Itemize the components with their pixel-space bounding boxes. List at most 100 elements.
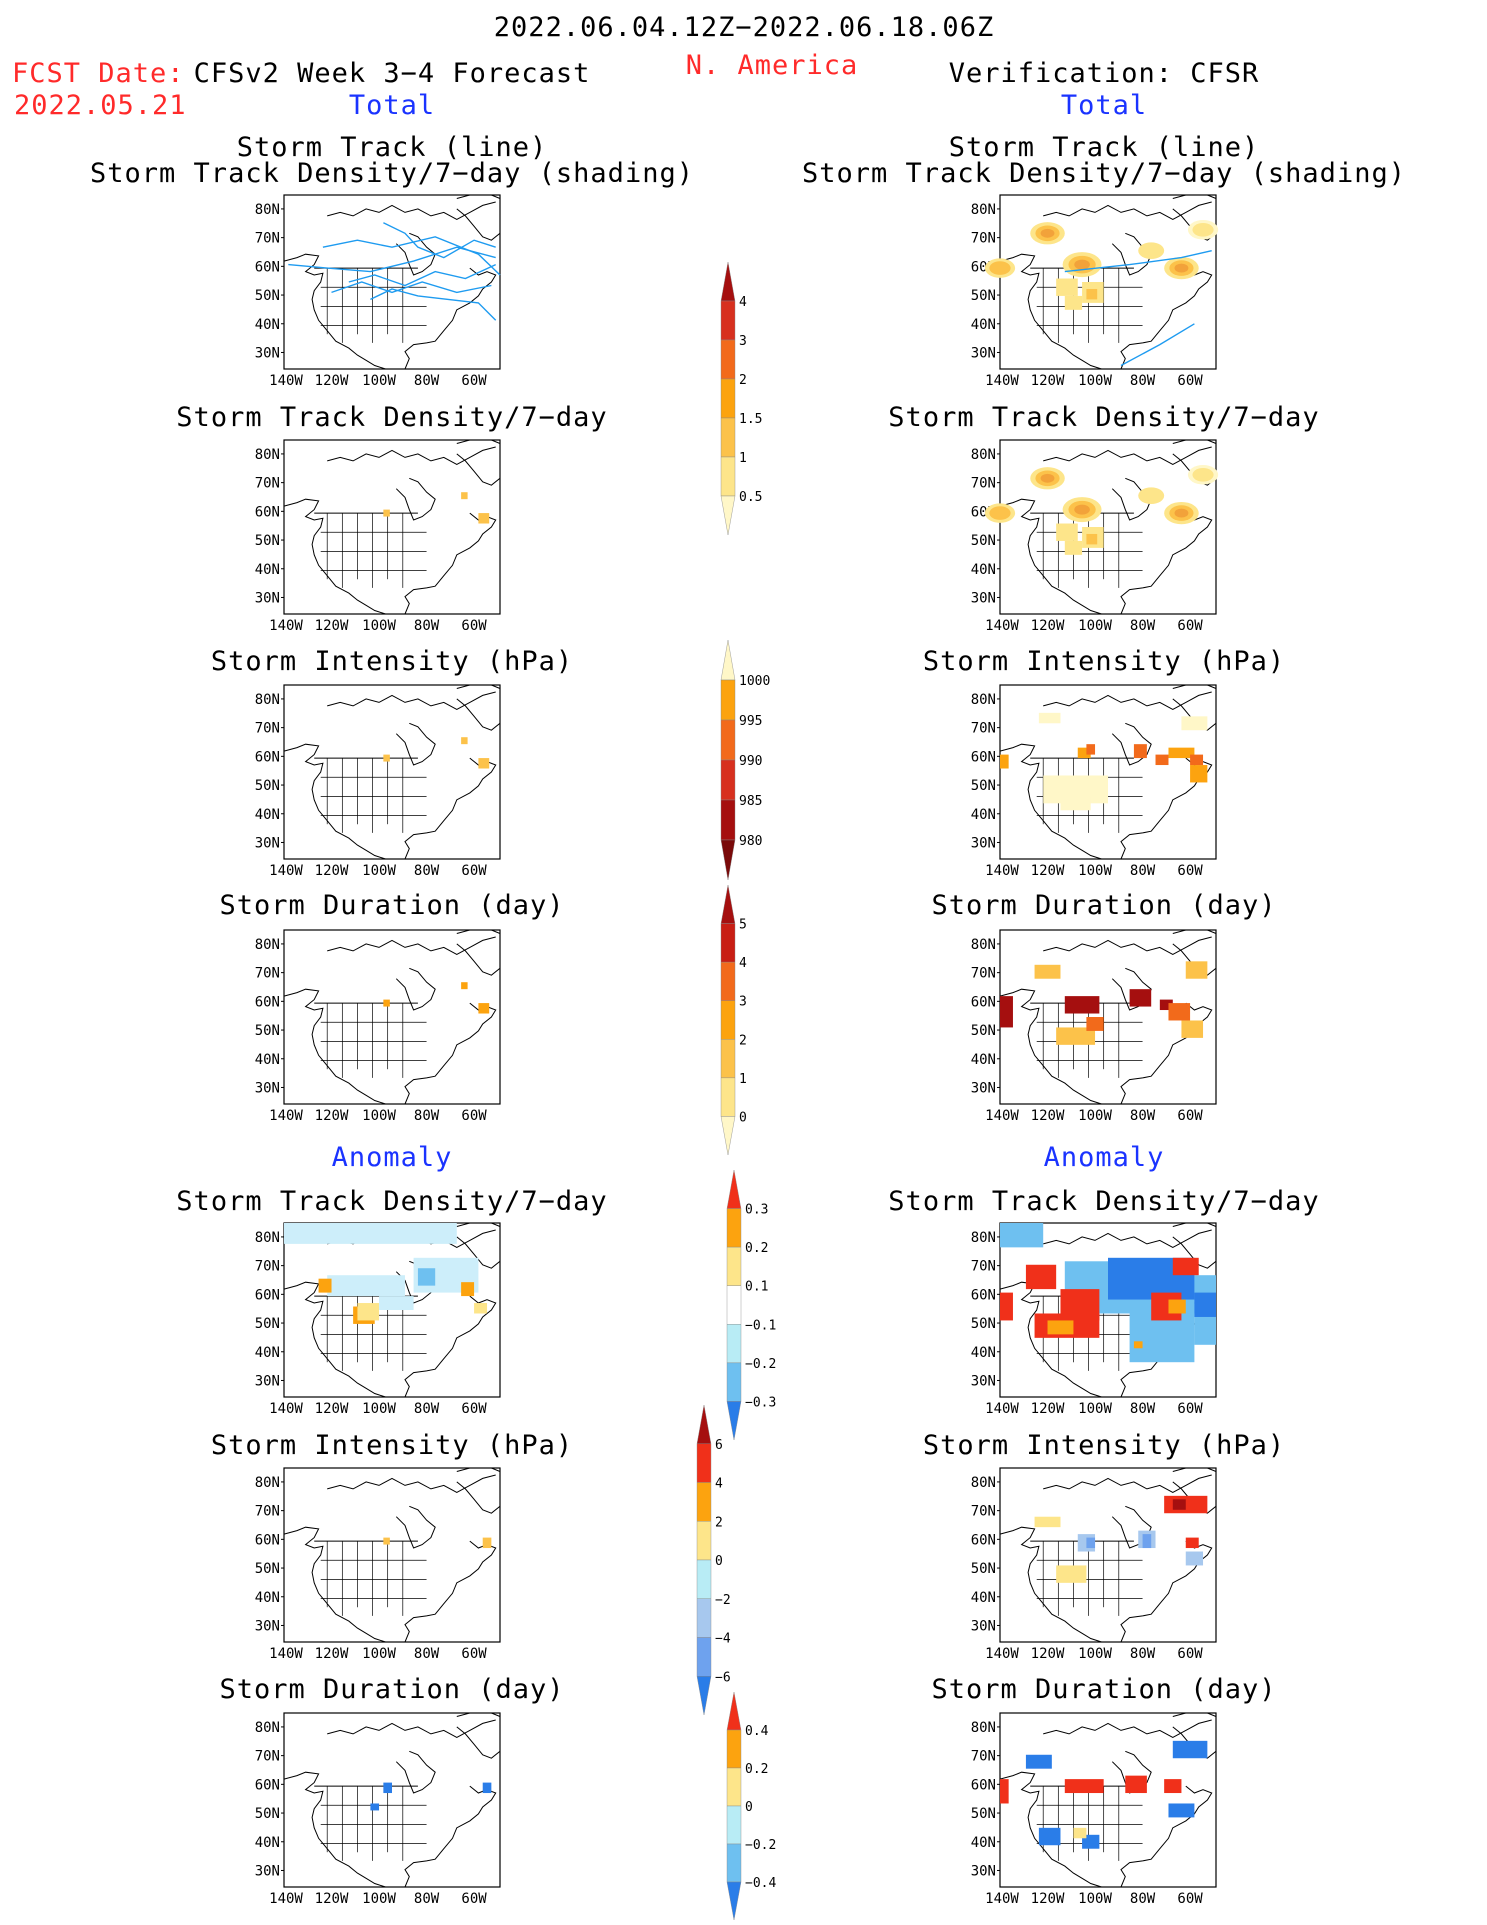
left-map-anom-duration-coastline-2 xyxy=(395,1750,436,1794)
colorbar-duration-total-label: 5 xyxy=(739,918,747,933)
lon-label: 100W xyxy=(1078,1108,1112,1124)
colorbar-duration-anom-label: 0.2 xyxy=(745,1762,768,1777)
right-map-density-coastline-2 xyxy=(1111,477,1152,521)
lat-label: 40N xyxy=(971,807,996,823)
right-duration-title: Storm Duration (day) xyxy=(931,890,1277,921)
right-track-shading-title: Storm Track Density/7−day (shading) xyxy=(802,158,1406,189)
lon-label: 120W xyxy=(1031,1646,1065,1662)
shade-patch xyxy=(478,513,490,524)
lat-label: 40N xyxy=(255,1590,280,1606)
lon-label: 120W xyxy=(315,1401,349,1417)
lat-label: 30N xyxy=(971,1080,996,1096)
lon-label: 60W xyxy=(461,618,487,634)
lon-label: 100W xyxy=(1078,618,1112,634)
colorbar-intensity-anom-label: 6 xyxy=(715,1438,723,1453)
left-map-anom-intensity-coastline-0 xyxy=(283,1526,386,1643)
colorbar-duration-total-label: 3 xyxy=(739,995,747,1010)
density-patch xyxy=(989,506,1011,520)
colorbar-intensity-total-swatch xyxy=(720,639,736,681)
colorbar-density-anom-swatch xyxy=(726,1324,742,1364)
colorbar-intensity-anom-label: −2 xyxy=(715,1593,731,1608)
left-map-density-coastline-3 xyxy=(327,446,496,465)
colorbar-intensity-total-swatch xyxy=(720,759,736,801)
left-map-density-frame xyxy=(283,439,501,615)
lat-label: 60N xyxy=(971,1287,996,1303)
lon-label: 100W xyxy=(1078,1891,1112,1907)
colorbar-density-anom-swatch xyxy=(726,1246,742,1286)
colorbar-intensity-total-swatch xyxy=(720,679,736,721)
anom-patch xyxy=(1168,1803,1195,1818)
anom-patch xyxy=(1082,1834,1100,1849)
lat-label: 40N xyxy=(971,562,996,578)
left-map-anom-intensity-coastline-1 xyxy=(404,1540,497,1643)
lon-label: 120W xyxy=(1031,373,1065,389)
lon-label: 140W xyxy=(269,1401,303,1417)
lon-label: 80W xyxy=(414,373,440,389)
colorbar-density-total-label: 3 xyxy=(739,334,747,349)
shade-patch xyxy=(383,754,390,762)
right-map-anom-density-coastline-4 xyxy=(1172,1222,1217,1269)
density-patch xyxy=(1086,288,1098,300)
storm-track-line xyxy=(383,222,496,259)
lon-label: 80W xyxy=(1130,863,1156,879)
anom-patch xyxy=(482,1782,492,1794)
left-map-anom-duration-coastline-0 xyxy=(283,1771,386,1888)
right-map-duration-coastline-3 xyxy=(1043,936,1212,955)
colorbar-intensity-anom-swatch xyxy=(696,1559,712,1599)
lon-label: 140W xyxy=(985,1401,1019,1417)
right-map-track-coastline-3 xyxy=(1043,201,1212,220)
lat-label: 80N xyxy=(255,692,280,708)
anom-patch xyxy=(284,1223,457,1244)
lat-label: 40N xyxy=(255,807,280,823)
colorbar-duration-anom-swatch xyxy=(726,1805,742,1845)
storm-track-line xyxy=(1064,250,1212,273)
colorbar-duration-anom: 0.4 0.2 0 −0.2 −0.4 xyxy=(726,1691,776,1921)
lat-label: 60N xyxy=(255,1532,280,1548)
lon-label: 140W xyxy=(985,863,1019,879)
left-map-density-coastline-4 xyxy=(456,439,501,486)
colorbar-intensity-total-swatch xyxy=(720,839,736,881)
lon-label: 80W xyxy=(1130,618,1156,634)
right-map-density-coastline-1 xyxy=(1120,512,1213,615)
colorbar-intensity-total-label: 985 xyxy=(739,794,762,809)
lon-label: 100W xyxy=(362,373,396,389)
lat-label: 50N xyxy=(971,1316,996,1332)
density-patch xyxy=(1192,222,1214,237)
anom-patch xyxy=(1000,1223,1044,1248)
lon-label: 80W xyxy=(414,1891,440,1907)
colorbar-density-total-label: 4 xyxy=(739,295,747,310)
left-anom-duration-title: Storm Duration (day) xyxy=(219,1674,565,1705)
lat-label: 80N xyxy=(971,447,996,463)
shade-patch xyxy=(461,737,468,745)
left-map-density-coastline-2 xyxy=(395,477,436,521)
lat-label: 50N xyxy=(971,1561,996,1577)
duration-patch xyxy=(1159,999,1173,1011)
shade-patch xyxy=(478,1003,490,1014)
density-patch xyxy=(1174,263,1189,273)
right-map-density-coastline-3 xyxy=(1043,446,1212,465)
lon-label: 60W xyxy=(1177,1401,1203,1417)
lat-label: 60N xyxy=(255,259,280,275)
anom-patch xyxy=(318,1278,332,1293)
lon-label: 60W xyxy=(1177,1108,1203,1124)
left-map-duration: 80N 70N 60N 50N 40N 30N 140W 120W 100W 80W 60W xyxy=(255,929,501,1124)
lon-label: 140W xyxy=(985,1891,1019,1907)
left-map-anom-intensity: 80N 70N 60N 50N 40N 30N 140W 120W 100W 80W 60W xyxy=(255,1467,501,1662)
right-map-track-coastline-1 xyxy=(1120,267,1213,370)
right-map-intensity-coastline-4 xyxy=(1172,684,1217,731)
colorbar-intensity-anom-swatch xyxy=(696,1482,712,1522)
colorbar-density-total-swatch xyxy=(720,378,736,419)
left-map-anom-intensity-coastline-3 xyxy=(327,1474,496,1493)
density-patch xyxy=(1174,508,1189,518)
fcst-date-label: FCST Date: xyxy=(12,58,185,89)
right-map-intensity-frame xyxy=(999,684,1217,860)
lat-label: 70N xyxy=(971,1259,996,1275)
lat-label: 50N xyxy=(971,533,996,549)
anom-patch xyxy=(1064,1779,1104,1794)
colorbar-duration-total-swatch xyxy=(720,1116,736,1156)
lat-label: 30N xyxy=(255,345,280,361)
right-map-anom-intensity-frame xyxy=(999,1467,1217,1643)
lon-label: 120W xyxy=(1031,863,1065,879)
